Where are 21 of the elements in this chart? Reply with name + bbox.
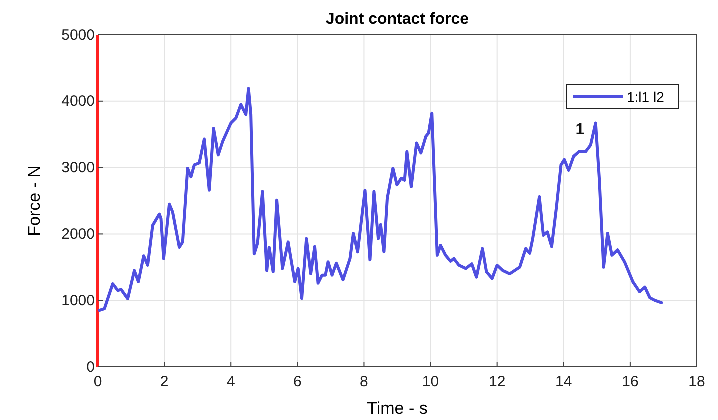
chart-title: Joint contact force (326, 11, 470, 28)
x-tick-label: 16 (622, 374, 639, 390)
x-tick-label: 14 (556, 374, 572, 390)
y-tick-label: 3000 (62, 160, 95, 177)
x-axis-title: Time - s (367, 399, 428, 418)
x-tick-label: 18 (688, 374, 706, 390)
annotation: 1 (576, 122, 585, 139)
y-tick-label: 1000 (62, 292, 95, 310)
line-series (98, 87, 664, 312)
y-tick-label: 5000 (62, 26, 95, 44)
y-tick-label: 2000 (62, 226, 95, 243)
x-tick-label: 2 (160, 374, 169, 390)
legend-label: 1:l1 l2 (627, 89, 665, 105)
x-tick-label: 12 (488, 374, 506, 390)
x-tick-label: 6 (293, 374, 302, 390)
x-tick-label: 8 (360, 374, 368, 390)
x-tick-label: 10 (422, 374, 440, 390)
x-tick-label: 4 (226, 374, 236, 390)
y-axis-title: Force - N (25, 166, 44, 236)
y-tick-label: 4000 (62, 93, 95, 110)
y-tick-label: 0 (86, 358, 95, 376)
